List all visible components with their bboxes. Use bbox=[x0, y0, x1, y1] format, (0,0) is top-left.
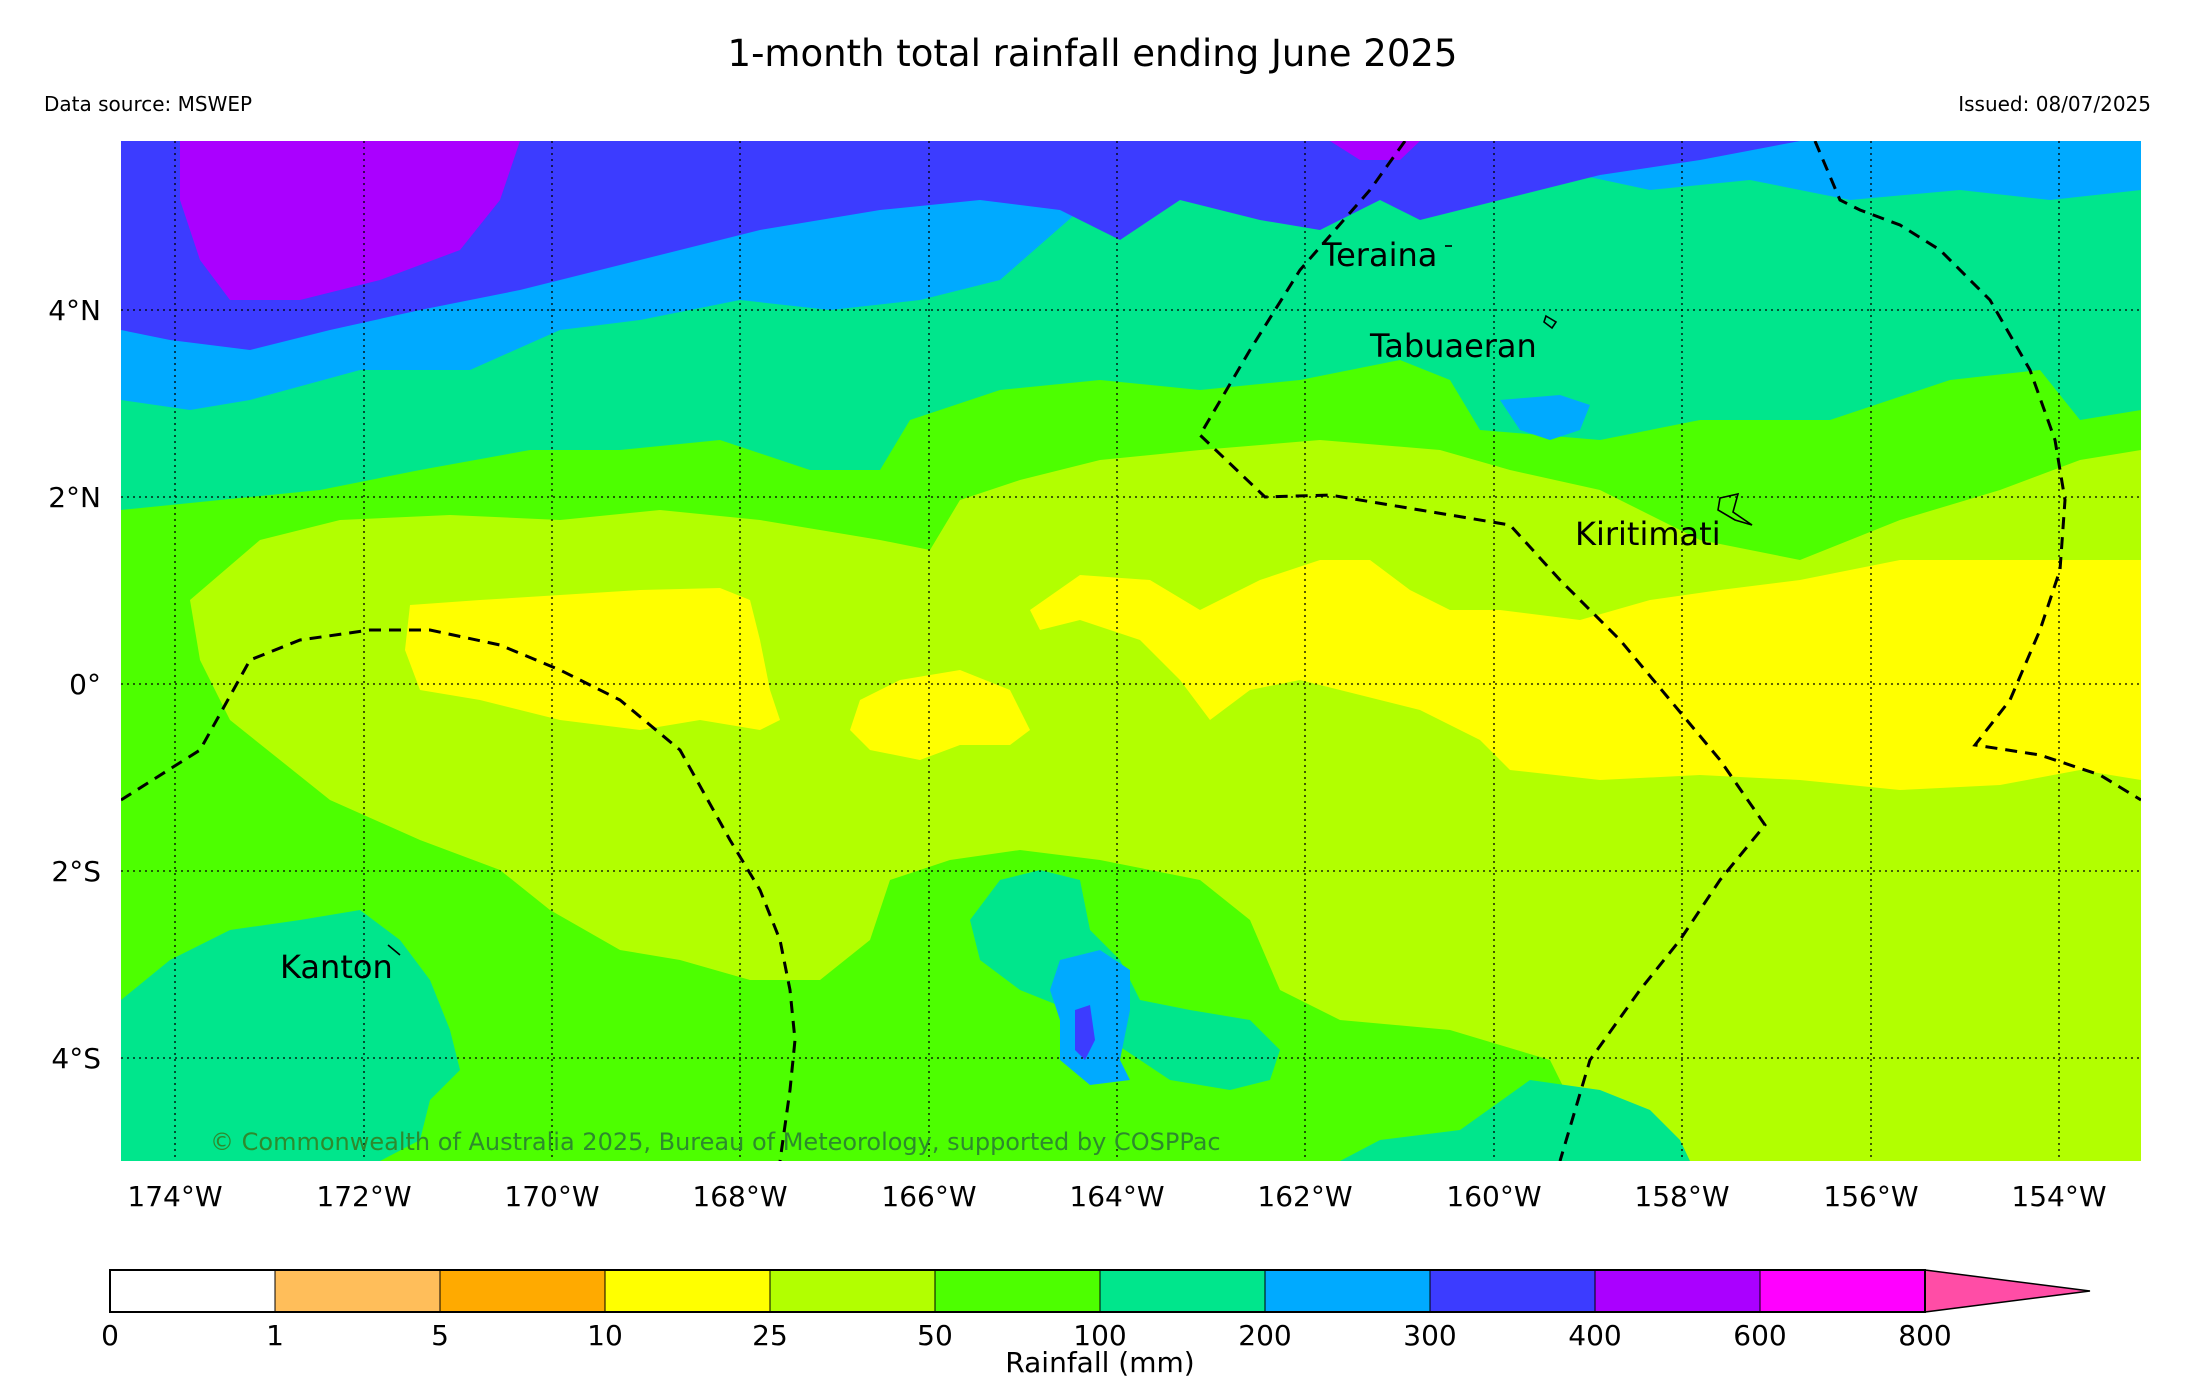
colorbar-tick-label: 300 bbox=[1403, 1319, 1456, 1352]
colorbar-tick-label: 5 bbox=[431, 1319, 449, 1352]
lon-tick-label: 164°W bbox=[1069, 1180, 1164, 1213]
lon-tick-label: 168°W bbox=[692, 1180, 787, 1213]
colorbar bbox=[109, 1269, 2091, 1313]
islands bbox=[387, 245, 1753, 956]
colorbar-label: Rainfall (mm) bbox=[1005, 1346, 1194, 1379]
colorbar-tick-label: 800 bbox=[1898, 1319, 1951, 1352]
colorbar-tick-label: 50 bbox=[917, 1319, 953, 1352]
lat-tick-labels: 4°N 2°N 0° 2°S 4°S bbox=[48, 294, 101, 1075]
rainfall-field bbox=[121, 141, 2141, 1161]
band-100-200-southeast bbox=[1340, 1080, 1690, 1161]
band-300-400-south bbox=[1075, 1005, 1095, 1060]
lon-tick-label: 156°W bbox=[1823, 1180, 1918, 1213]
colorbar-segment bbox=[1429, 1269, 1596, 1313]
colorbar-segment bbox=[769, 1269, 936, 1313]
lon-tick-label: 172°W bbox=[316, 1180, 411, 1213]
colorbar-segment bbox=[1594, 1269, 1761, 1313]
band-400-600 bbox=[180, 141, 520, 300]
colorbar-segment bbox=[439, 1269, 606, 1313]
eez-boundaries bbox=[121, 141, 2141, 1161]
colorbar-tick-label: 100 bbox=[1073, 1319, 1126, 1352]
colorbar-tick-label: 0 bbox=[101, 1319, 119, 1352]
band-300-400 bbox=[121, 141, 1800, 350]
colorbar-tick-label: 400 bbox=[1568, 1319, 1621, 1352]
place-label-kiritimati: Kiritimati bbox=[1575, 515, 1721, 553]
colorbar-segment bbox=[1759, 1269, 1926, 1313]
band-10-25-west bbox=[405, 588, 780, 730]
lon-tick-label: 154°W bbox=[2011, 1180, 2106, 1213]
lat-tick-label: 0° bbox=[69, 668, 101, 701]
colorbar-segment bbox=[604, 1269, 771, 1313]
lon-tick-label: 162°W bbox=[1257, 1180, 1352, 1213]
band-100-200-kanton bbox=[121, 910, 460, 1161]
band-200-300-tabuaeran bbox=[1500, 395, 1590, 440]
colorbar-extension bbox=[1924, 1269, 2091, 1313]
lat-tick-label: 2°N bbox=[48, 481, 101, 514]
lon-tick-label: 160°W bbox=[1446, 1180, 1541, 1213]
colorbar-segment bbox=[109, 1269, 276, 1313]
lon-tick-labels: 174°W 172°W 170°W 168°W 166°W 164°W 162°… bbox=[127, 1180, 2106, 1213]
colorbar-tick-label: 25 bbox=[752, 1319, 788, 1352]
band-10-25-mid bbox=[850, 670, 1030, 760]
place-label-tabuaeran: Tabuaeran bbox=[1369, 327, 1537, 365]
lon-tick-label: 166°W bbox=[881, 1180, 976, 1213]
colorbar-tick-label: 600 bbox=[1733, 1319, 1786, 1352]
lat-tick-label: 2°S bbox=[51, 855, 101, 888]
lon-tick-label: 158°W bbox=[1634, 1180, 1729, 1213]
colorbar-segment bbox=[934, 1269, 1101, 1313]
colorbar-tick-labels: 0 1 5 10 25 50 100 200 300 400 600 800 bbox=[101, 1319, 1952, 1352]
chart-title: 1-month total rainfall ending June 2025 bbox=[727, 32, 1458, 75]
kiritimati-island bbox=[1717, 492, 1753, 526]
tabuaeran-island bbox=[1543, 314, 1558, 330]
data-source: Data source: MSWEP bbox=[44, 92, 253, 116]
colorbar-tick-label: 10 bbox=[587, 1319, 623, 1352]
place-label-teraina: Teraina bbox=[1321, 236, 1437, 274]
lon-tick-label: 174°W bbox=[127, 1180, 222, 1213]
colorbar-segment bbox=[274, 1269, 441, 1313]
band-10-25-east bbox=[1030, 560, 2141, 790]
colorbar-frame bbox=[109, 1269, 1926, 1313]
colorbar-tick-label: 200 bbox=[1238, 1319, 1291, 1352]
lat-tick-label: 4°S bbox=[51, 1042, 101, 1075]
lon-tick-label: 170°W bbox=[504, 1180, 599, 1213]
colorbar-segment bbox=[1099, 1269, 1266, 1313]
kanton-island bbox=[387, 944, 401, 956]
graticule bbox=[121, 141, 2141, 1161]
place-label-kanton: Kanton bbox=[280, 948, 393, 986]
copyright-notice: © Commonwealth of Australia 2025, Bureau… bbox=[210, 1128, 1221, 1156]
issued-date: Issued: 08/07/2025 bbox=[1958, 92, 2151, 116]
colorbar-segment bbox=[1264, 1269, 1431, 1313]
lat-tick-label: 4°N bbox=[48, 294, 101, 327]
colorbar-tick-label: 1 bbox=[266, 1319, 284, 1352]
band-400-600-b bbox=[1330, 141, 1420, 160]
